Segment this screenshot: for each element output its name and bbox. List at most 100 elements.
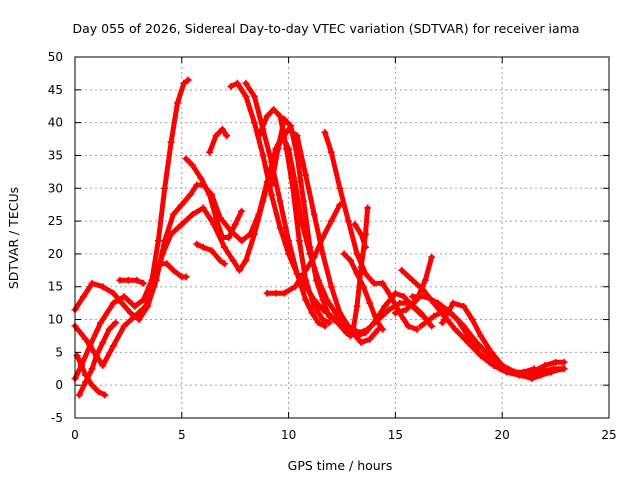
- y-tick-label: 5: [55, 345, 63, 359]
- y-tick-label: 50: [48, 50, 63, 64]
- data-point: [342, 329, 350, 337]
- data-point: [537, 371, 545, 379]
- data-point: [293, 152, 301, 159]
- data-point: [306, 243, 314, 251]
- data-point: [112, 319, 120, 327]
- data-point: [236, 266, 243, 274]
- data-point: [167, 230, 175, 238]
- data-point: [227, 83, 235, 90]
- data-point: [319, 234, 327, 241]
- data-point: [250, 92, 258, 100]
- y-tick-label: 35: [48, 148, 63, 162]
- data-point: [344, 322, 352, 330]
- data-point: [409, 276, 416, 284]
- data-point: [357, 230, 365, 238]
- data-point: [310, 302, 318, 310]
- data-point: [362, 243, 369, 251]
- data-point: [302, 276, 310, 284]
- data-point: [233, 79, 241, 87]
- data-point: [105, 325, 113, 333]
- data-point: [238, 237, 246, 245]
- data-point: [334, 319, 342, 327]
- data-point: [417, 309, 425, 317]
- data-point: [127, 309, 134, 317]
- data-point: [438, 319, 446, 327]
- chart-title: Day 055 of 2026, Sidereal Day-to-day VTE…: [72, 21, 579, 36]
- data-point: [319, 316, 327, 323]
- data-point: [259, 197, 267, 205]
- data-point: [255, 132, 263, 140]
- data-point: [498, 362, 506, 369]
- data-point: [250, 119, 258, 127]
- data-point: [460, 302, 468, 310]
- data-point: [88, 381, 96, 389]
- series-track-05: [75, 319, 120, 399]
- grid-lines: [74, 56, 610, 419]
- series-track-14: [255, 106, 333, 327]
- data-point: [150, 283, 158, 291]
- data-point: [357, 339, 365, 346]
- series-track-16: [321, 129, 421, 333]
- data-point: [488, 348, 495, 356]
- data-point: [118, 299, 126, 307]
- data-point: [99, 283, 107, 291]
- y-tick-label: 25: [48, 214, 63, 228]
- data-point: [336, 309, 344, 317]
- y-tick-label: 40: [48, 116, 63, 130]
- data-point: [451, 325, 459, 333]
- series-track-10: [206, 125, 231, 156]
- data-point: [272, 289, 280, 297]
- data-point: [391, 309, 399, 317]
- data-point: [520, 368, 528, 376]
- data-point: [428, 253, 436, 261]
- data-point: [221, 243, 228, 251]
- data-point: [528, 375, 536, 383]
- data-point: [169, 211, 177, 218]
- data-point: [547, 368, 555, 376]
- x-tick-label: 20: [495, 428, 510, 442]
- data-point: [186, 191, 194, 199]
- data-point: [312, 276, 320, 284]
- data-point: [302, 171, 310, 179]
- data-point: [109, 299, 117, 307]
- data-point: [242, 92, 250, 100]
- data-point: [178, 220, 186, 228]
- series-track-24: [438, 299, 538, 376]
- data-point: [385, 306, 393, 314]
- series-track-15: [263, 201, 344, 297]
- data-point: [477, 332, 485, 340]
- data-point: [124, 276, 132, 284]
- data-point: [268, 181, 275, 189]
- data-point: [250, 230, 258, 238]
- data-point: [75, 391, 83, 399]
- data-point: [287, 122, 295, 130]
- data-point: [120, 322, 128, 330]
- data-point: [206, 191, 214, 199]
- x-tick-label: 5: [178, 428, 186, 442]
- y-tick-label: 10: [48, 313, 63, 327]
- data-point: [182, 273, 190, 281]
- series-track-06: [116, 276, 147, 287]
- data-point: [163, 260, 171, 268]
- x-axis-label: GPS time / hours: [288, 458, 393, 473]
- data-point: [135, 316, 143, 323]
- series-track-08: [182, 155, 246, 241]
- x-tick-label: 15: [388, 428, 403, 442]
- y-tick-label: 15: [48, 280, 63, 294]
- data-point: [381, 302, 389, 310]
- series-track-19: [351, 220, 369, 251]
- data-point: [88, 279, 96, 287]
- data-point: [417, 322, 425, 330]
- data-point: [178, 201, 186, 209]
- data-point: [362, 270, 369, 278]
- data-point: [285, 237, 293, 245]
- data-point: [225, 234, 233, 241]
- data-point: [131, 312, 139, 320]
- data-point: [189, 211, 196, 218]
- data-point: [364, 204, 372, 212]
- data-point: [131, 302, 139, 310]
- data-point: [159, 250, 167, 258]
- series-track-12: [242, 79, 329, 330]
- data-point: [120, 293, 128, 301]
- y-tick-label: 20: [48, 247, 63, 261]
